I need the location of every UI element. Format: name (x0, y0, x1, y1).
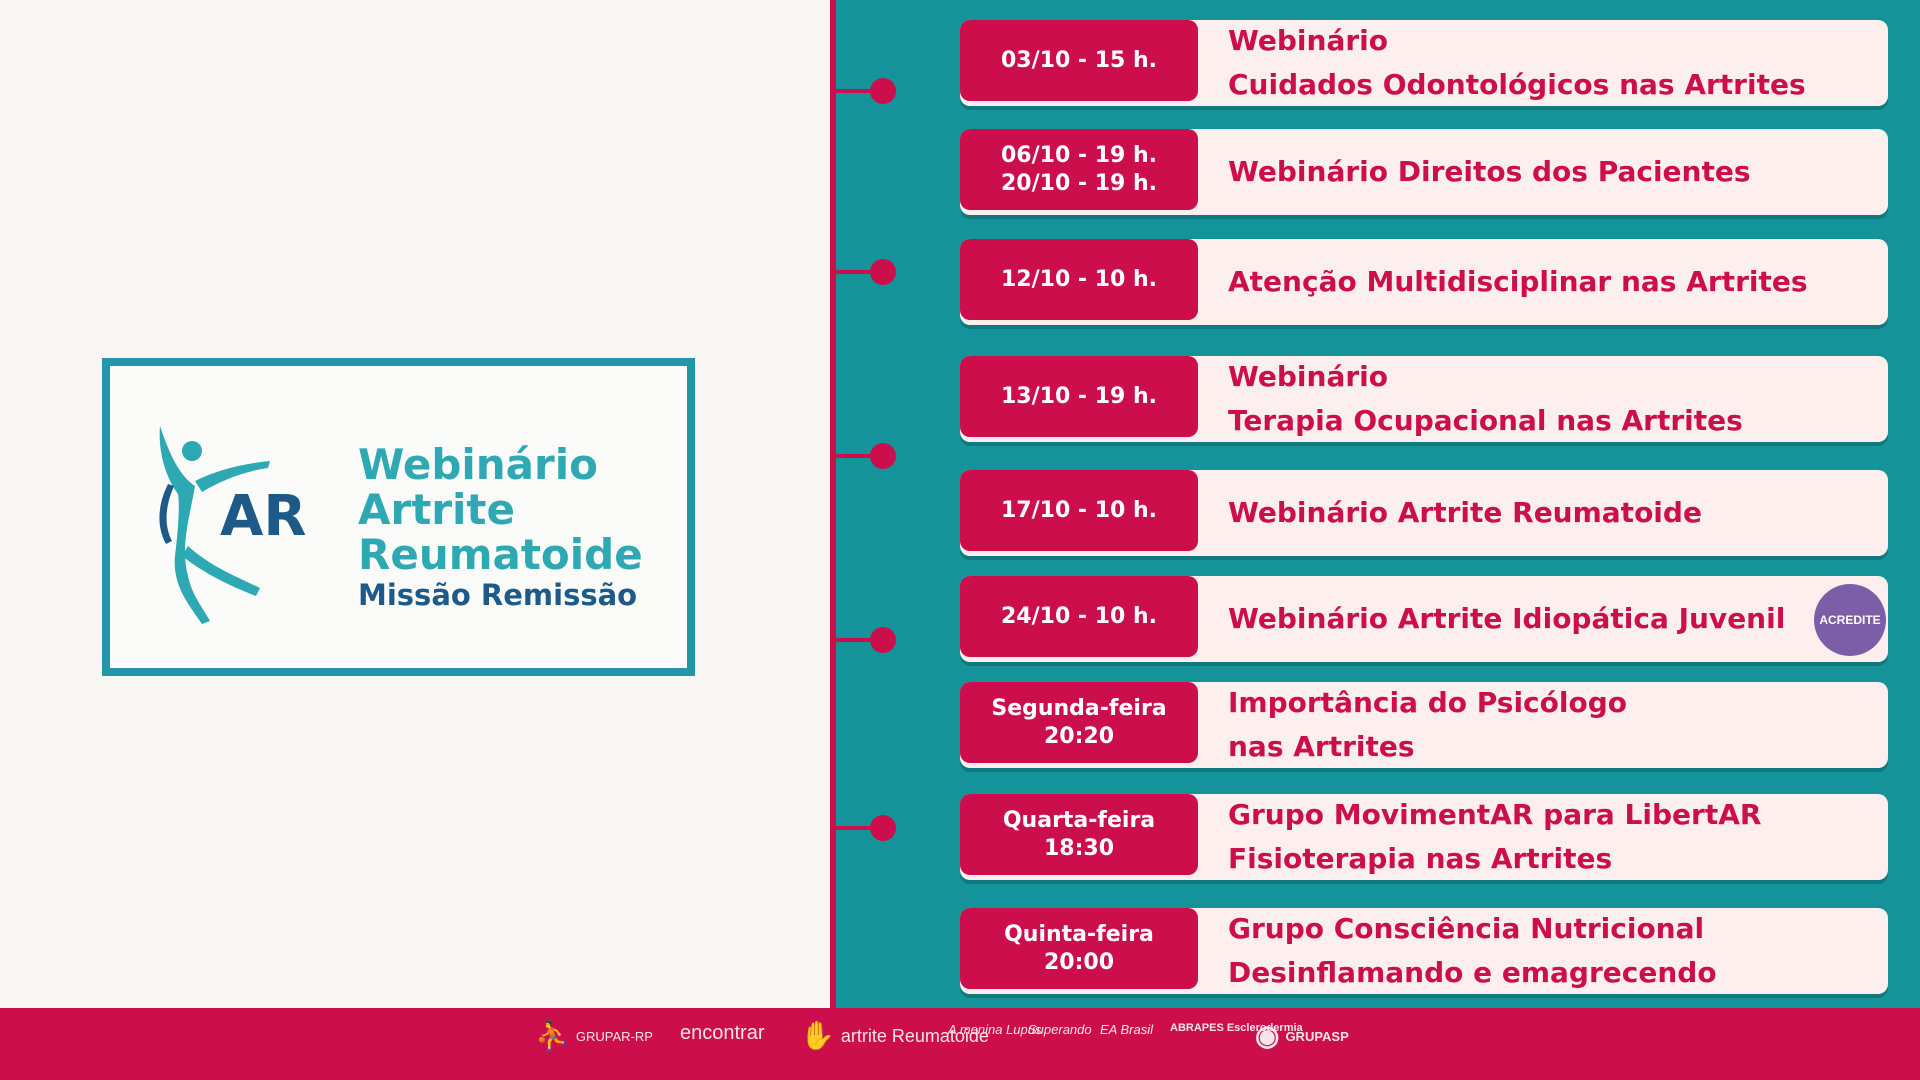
partner-logo-label: GRUPASP (1285, 1028, 1349, 1044)
timeline-dot (870, 815, 896, 841)
timeline-dot (870, 627, 896, 653)
artrite-reumatoide-logo: ✋ artrite Reumatoide (800, 1020, 989, 1051)
event-card[interactable]: 13/10 - 19 h. Webinário Terapia Ocupacio… (960, 356, 1888, 442)
event-title: Grupo MovimentAR para LibertAR Fisiotera… (1228, 798, 1762, 875)
grupar-rp-logo: ⛹ GRUPAR-RP (535, 1020, 653, 1051)
event-title: Atenção Multidisciplinar nas Artrites (1228, 265, 1808, 298)
event-card[interactable]: Quarta-feira 18:30 Grupo MovimentAR para… (960, 794, 1888, 880)
logo-title-line: Webinário (358, 440, 598, 489)
event-date: 17/10 - 10 h. (960, 470, 1198, 551)
event-card[interactable]: 03/10 - 15 h. Webinário Cuidados Odontol… (960, 20, 1888, 106)
event-date: Quarta-feira 18:30 (960, 794, 1198, 875)
event-title: Importância do Psicólogo nas Artrites (1228, 686, 1627, 763)
partner-logo-label: Superando (1028, 1022, 1092, 1037)
event-card[interactable]: Segunda-feira 20:20 Importância do Psicó… (960, 682, 1888, 768)
timeline-dot (870, 443, 896, 469)
event-title: Webinário Direitos dos Pacientes (1228, 155, 1751, 188)
logo-subtitle: Missão Remissão (358, 578, 638, 612)
partner-logo-label: A menina Lupus (948, 1022, 1042, 1037)
partner-logo-label: GRUPAR-RP (575, 1028, 653, 1044)
partner-logo-label: encontrar (680, 1022, 765, 1044)
event-card[interactable]: 24/10 - 10 h. Webinário Artrite Idiopáti… (960, 576, 1888, 662)
timeline-connector (830, 270, 880, 274)
event-card[interactable]: 06/10 - 19 h. 20/10 - 19 h. Webinário Di… (960, 129, 1888, 215)
event-title: Webinário Artrite Reumatoide (1228, 496, 1702, 529)
timeline-dot (870, 259, 896, 285)
logo-title: Webinário Artrite Reumatoide (358, 442, 643, 577)
event-title: Webinário Cuidados Odontológicos nas Art… (1228, 24, 1806, 101)
event-date: Segunda-feira 20:20 (960, 682, 1198, 763)
acredite-badge-icon: ACREDITE (1814, 584, 1886, 656)
event-date: 03/10 - 15 h. (960, 20, 1198, 101)
encontrar-logo: encontrar (680, 1022, 765, 1045)
partner-logo-label: artrite Reumatoide (840, 1025, 989, 1046)
logo-title-line: Reumatoide (358, 530, 643, 579)
webinar-logo-box: AR Webinário Artrite Reumatoide Missão R… (102, 358, 695, 676)
timeline-connector (830, 638, 880, 642)
event-date: 06/10 - 19 h. 20/10 - 19 h. (960, 129, 1198, 210)
logo-ar-text: AR (220, 484, 307, 549)
event-card[interactable]: 12/10 - 10 h. Atenção Multidisciplinar n… (960, 239, 1888, 325)
grupasp-logo: ◉ GRUPASP (1255, 1020, 1349, 1051)
event-date: Quinta-feira 20:00 (960, 908, 1198, 989)
ea-brasil-logo: EA Brasil (1100, 1022, 1153, 1037)
logo-title-line: Artrite (358, 485, 515, 534)
event-title: Webinário Artrite Idiopática Juvenil (1228, 602, 1786, 635)
partner-logos-footer: ⛹ GRUPAR-RP encontrar ✋ artrite Reumatoide… (0, 1008, 1920, 1080)
superando-logo: Superando (1028, 1022, 1092, 1037)
event-date: 24/10 - 10 h. (960, 576, 1198, 657)
timeline-line (830, 0, 836, 1008)
event-date: 13/10 - 19 h. (960, 356, 1198, 437)
event-title: Grupo Consciência Nutricional Desinflama… (1228, 912, 1717, 989)
event-card[interactable]: Quinta-feira 20:00 Grupo Consciência Nut… (960, 908, 1888, 994)
left-panel: AR Webinário Artrite Reumatoide Missão R… (0, 0, 830, 1008)
timeline-connector (830, 826, 880, 830)
dancer-figure-icon (159, 426, 270, 624)
event-title: Webinário Terapia Ocupacional nas Artrit… (1228, 360, 1743, 437)
menina-lupus-logo: A menina Lupus (948, 1022, 1041, 1037)
event-card[interactable]: 17/10 - 10 h. Webinário Artrite Reumatoi… (960, 470, 1888, 556)
schedule-panel: 03/10 - 15 h. Webinário Cuidados Odontol… (830, 0, 1920, 1008)
abrapes-logo: ABRAPES Esclerodermia (1170, 1022, 1303, 1034)
event-date: 12/10 - 10 h. (960, 239, 1198, 320)
timeline-connector (830, 89, 880, 93)
timeline-dot (870, 78, 896, 104)
timeline-connector (830, 454, 880, 458)
partner-logo-label: ABRAPES Esclerodermia (1170, 1022, 1303, 1034)
partner-logo-label: EA Brasil (1100, 1022, 1153, 1037)
